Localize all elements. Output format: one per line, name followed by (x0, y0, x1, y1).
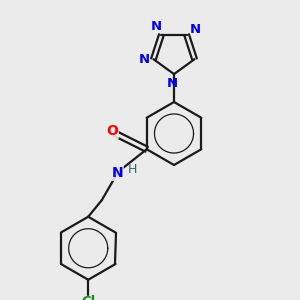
Text: N: N (138, 53, 149, 66)
Text: N: N (112, 166, 123, 180)
Text: Cl: Cl (81, 295, 95, 300)
Text: H: H (128, 163, 137, 176)
Text: N: N (190, 22, 201, 35)
Text: N: N (150, 20, 161, 32)
Text: N: N (167, 77, 178, 90)
Text: O: O (106, 124, 118, 138)
